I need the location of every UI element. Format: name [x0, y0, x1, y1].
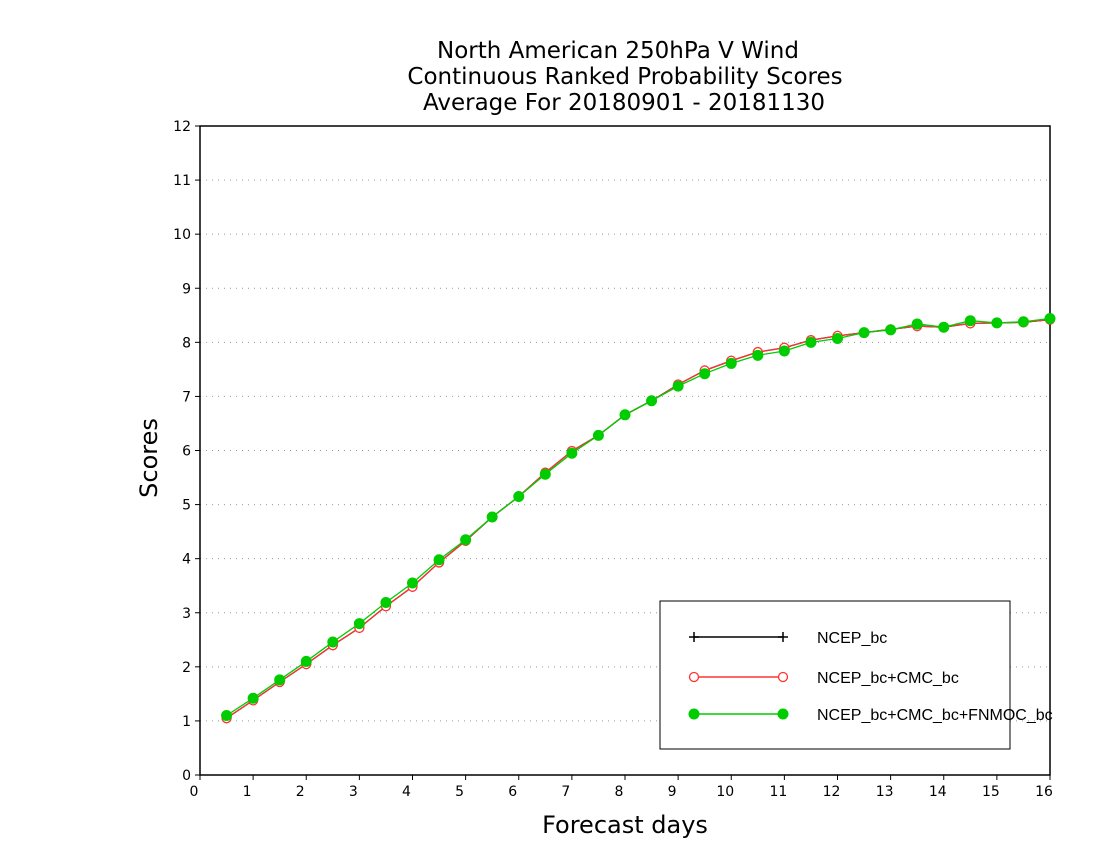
x-tick-label: 5	[455, 784, 464, 800]
y-tick-label: 11	[173, 173, 191, 189]
y-tick-label: 4	[182, 552, 191, 568]
chart-title: North American 250hPa V Wind Continuous …	[407, 38, 842, 116]
title-line-3: Average For 20180901 - 20181130	[423, 90, 825, 116]
x-tick-label: 10	[716, 784, 734, 800]
legend-marker	[688, 671, 700, 683]
data-point	[274, 674, 286, 686]
data-point	[832, 333, 843, 345]
legend: NCEP_bc NCEP_bc+CMC_bc NCEP_bc+CMC_bc+FNMO…	[659, 600, 1053, 750]
legend-marker	[689, 632, 699, 642]
y-tick-label: 6	[182, 444, 191, 460]
data-point	[911, 318, 923, 330]
data-point	[486, 511, 498, 523]
y-tick-label: 0	[182, 768, 191, 784]
y-tick-label: 3	[182, 606, 191, 622]
data-point	[380, 596, 392, 608]
x-tick-label: 8	[615, 784, 624, 800]
x-tick-label: 0	[190, 784, 199, 800]
y-tick-label: 12	[173, 119, 191, 135]
data-point	[672, 380, 684, 392]
series-3	[221, 313, 1056, 722]
data-point	[221, 710, 233, 722]
y-tick-label: 10	[173, 227, 191, 243]
data-point	[778, 345, 790, 357]
x-tick-label: 11	[769, 784, 787, 800]
x-tick-label: 1	[243, 784, 252, 800]
data-point	[805, 336, 817, 348]
x-tick-label: 6	[508, 784, 517, 800]
data-point	[300, 655, 312, 667]
x-axis-ticks: 0 1 2 3 4 5 6 7 8 9 10 11 12 13 14 15 16	[190, 775, 1053, 800]
x-tick-label: 2	[296, 784, 305, 800]
legend-marker	[777, 708, 789, 720]
x-tick-label: 15	[982, 784, 1000, 800]
data-point	[566, 447, 578, 459]
y-tick-label: 5	[182, 498, 191, 514]
title-line-2: Continuous Ranked Probability Scores	[407, 64, 842, 90]
data-point	[247, 692, 259, 704]
data-point	[752, 349, 764, 361]
legend-marker	[777, 671, 789, 683]
x-tick-label: 7	[561, 784, 570, 800]
legend-item: NCEP_bc+CMC_bc+FNMOC_bc	[688, 707, 1053, 724]
data-point	[327, 636, 339, 648]
data-point	[964, 315, 976, 327]
data-point	[858, 327, 870, 339]
data-point	[592, 429, 604, 441]
data-point	[646, 395, 658, 407]
data-point	[1017, 316, 1029, 328]
y-tick-label: 8	[182, 335, 191, 351]
series-layer	[221, 313, 1056, 724]
x-tick-label: 13	[876, 784, 894, 800]
legend-label: NCEP_bc+CMC_bc+FNMOC_bc	[817, 707, 1053, 724]
data-point	[938, 321, 950, 333]
x-tick-label: 16	[1035, 784, 1053, 800]
y-tick-label: 1	[182, 714, 191, 730]
x-tick-label: 12	[823, 784, 841, 800]
x-axis-label: Forecast days	[542, 811, 708, 839]
data-point	[513, 490, 525, 502]
data-point	[885, 324, 897, 336]
x-tick-label: 9	[668, 784, 677, 800]
y-tick-label: 2	[182, 660, 191, 676]
x-tick-label: 4	[402, 784, 411, 800]
legend-marker	[778, 632, 788, 642]
data-point	[353, 618, 365, 630]
data-point	[1044, 313, 1056, 325]
data-point	[699, 368, 711, 380]
y-tick-label: 7	[182, 389, 191, 405]
data-point	[407, 577, 418, 589]
legend-marker	[688, 708, 700, 720]
x-tick-label: 14	[929, 784, 947, 800]
legend-box	[659, 600, 1011, 750]
x-tick-label: 3	[349, 784, 358, 800]
data-point	[991, 317, 1003, 329]
data-point	[539, 468, 551, 480]
data-point	[619, 409, 631, 421]
data-point	[725, 357, 737, 369]
y-axis-label: Scores	[135, 418, 163, 498]
data-point	[460, 534, 472, 546]
legend-item: NCEP_bc+CMC_bc	[688, 670, 959, 687]
legend-label: NCEP_bc+CMC_bc	[817, 670, 959, 687]
y-tick-label: 9	[182, 281, 191, 297]
data-point	[433, 554, 445, 566]
title-line-1: North American 250hPa V Wind	[437, 38, 799, 64]
legend-label: NCEP_bc	[817, 630, 887, 647]
legend-item: NCEP_bc	[689, 630, 887, 647]
